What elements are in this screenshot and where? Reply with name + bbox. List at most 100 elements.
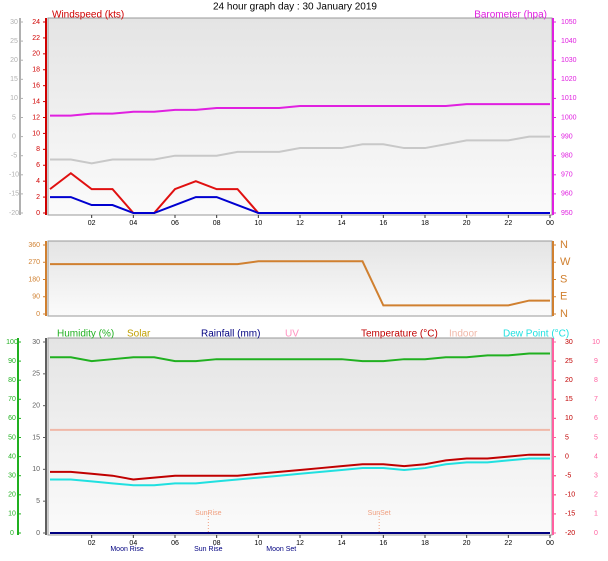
y-tick-label: 990 — [561, 133, 573, 140]
x-tick-label: 22 — [504, 540, 512, 547]
y-tick-label: 30 — [8, 473, 16, 480]
y-tick-label: 90 — [8, 358, 16, 365]
y-tick-label: 1000 — [561, 114, 577, 121]
x-tick-label: 02 — [88, 540, 96, 547]
y-tick-label: 6 — [594, 415, 598, 422]
y-tick-label: W — [560, 256, 571, 268]
y-tick-label: 20 — [32, 51, 40, 58]
y-tick-label: 1030 — [561, 57, 577, 64]
y-tick-label: 4 — [36, 178, 40, 185]
y-tick-label: -15 — [9, 191, 19, 198]
legend-entry: Solar — [127, 329, 151, 340]
y-tick-label: 180 — [28, 276, 40, 283]
y-tick-label: 960 — [561, 191, 573, 198]
y-tick-label: 970 — [561, 172, 573, 179]
y-tick-label: 22 — [32, 35, 40, 42]
y-tick-label: -20 — [9, 210, 19, 217]
x-tick-label: 18 — [421, 220, 429, 227]
x-tick-label: 12 — [296, 220, 304, 227]
annotation: Sun Rise — [194, 546, 223, 553]
plot-area — [47, 17, 553, 216]
x-tick-label: 16 — [379, 220, 387, 227]
series-line — [50, 196, 550, 214]
y-tick-label: 5 — [594, 434, 598, 441]
x-tick-label: 02 — [88, 220, 96, 227]
x-tick-label: 06 — [171, 540, 179, 547]
x-tick-label: 22 — [504, 220, 512, 227]
annotation: SunSet — [368, 510, 391, 517]
y-tick-label: 5 — [12, 114, 16, 121]
legend-entry: Humidity (%) — [57, 329, 114, 340]
legend-entry: Rainfall (mm) — [201, 329, 260, 340]
y-tick-label: N — [560, 308, 568, 320]
y-tick-label: 20 — [10, 57, 18, 64]
y-tick-label: 40 — [8, 453, 16, 460]
legend-entry: Indoor — [449, 329, 478, 340]
y-tick-label: 1050 — [561, 19, 577, 26]
y-tick-label: 10 — [32, 466, 40, 473]
series-line — [50, 103, 550, 117]
y-tick-label: 6 — [36, 162, 40, 169]
y-tick-label: 7 — [594, 396, 598, 403]
series-line — [50, 352, 550, 363]
x-tick-label: 14 — [338, 540, 346, 547]
legend-entry: UV — [285, 329, 299, 340]
y-tick-label: 25 — [10, 38, 18, 45]
y-tick-label: 10 — [565, 415, 573, 422]
y-tick-label: 8 — [594, 377, 598, 384]
y-tick-label: 1010 — [561, 95, 577, 102]
y-tick-label: S — [560, 273, 567, 285]
y-tick-label: 5 — [565, 434, 569, 441]
annotation: SunRise — [195, 510, 222, 517]
axis-title: Windspeed (kts) — [52, 10, 124, 21]
y-tick-label: 100 — [6, 339, 18, 346]
y-tick-label: 0 — [594, 530, 598, 537]
y-tick-label: -20 — [565, 530, 575, 537]
y-tick-label: E — [560, 291, 567, 303]
y-tick-label: 15 — [32, 434, 40, 441]
y-tick-label: 2 — [36, 194, 40, 201]
y-tick-label: 30 — [565, 339, 573, 346]
y-tick-label: 10 — [32, 130, 40, 137]
y-tick-label: 20 — [32, 403, 40, 410]
y-tick-label: 9 — [594, 358, 598, 365]
x-tick-label: 00 — [546, 220, 554, 227]
y-tick-label: 10 — [10, 95, 18, 102]
y-tick-label: 0 — [36, 530, 40, 537]
y-tick-label: 90 — [32, 294, 40, 301]
x-tick-label: 16 — [379, 540, 387, 547]
y-tick-label: 8 — [36, 146, 40, 153]
x-tick-label: 04 — [129, 540, 137, 547]
y-tick-label: 1040 — [561, 38, 577, 45]
y-tick-label: 20 — [8, 492, 16, 499]
x-tick-label: 20 — [463, 220, 471, 227]
y-tick-label: -10 — [565, 492, 575, 499]
y-tick-label: 270 — [28, 259, 40, 266]
y-tick-label: 10 — [592, 339, 600, 346]
x-tick-label: 06 — [171, 220, 179, 227]
y-tick-label: 18 — [32, 67, 40, 74]
y-tick-label: 1 — [594, 511, 598, 518]
x-tick-label: 20 — [463, 540, 471, 547]
y-tick-label: 70 — [8, 396, 16, 403]
y-tick-label: 4 — [594, 453, 598, 460]
y-tick-label: 30 — [32, 339, 40, 346]
legend-entry: Dew Point (°C) — [503, 329, 569, 340]
y-tick-label: 15 — [10, 76, 18, 83]
y-tick-label: 30 — [10, 19, 18, 26]
x-tick-label: 18 — [421, 540, 429, 547]
x-tick-label: 08 — [213, 220, 221, 227]
y-tick-label: 50 — [8, 434, 16, 441]
y-tick-label: 1020 — [561, 76, 577, 83]
y-tick-label: -10 — [9, 172, 19, 179]
y-tick-label: 25 — [32, 371, 40, 378]
y-tick-label: -5 — [565, 473, 571, 480]
y-tick-label: 14 — [32, 98, 40, 105]
y-tick-label: 20 — [565, 377, 573, 384]
y-tick-label: 980 — [561, 153, 573, 160]
y-tick-label: 15 — [565, 396, 573, 403]
legend-entry: Temperature (°C) — [361, 329, 438, 340]
y-tick-label: 0 — [10, 530, 14, 537]
x-tick-label: 04 — [129, 220, 137, 227]
